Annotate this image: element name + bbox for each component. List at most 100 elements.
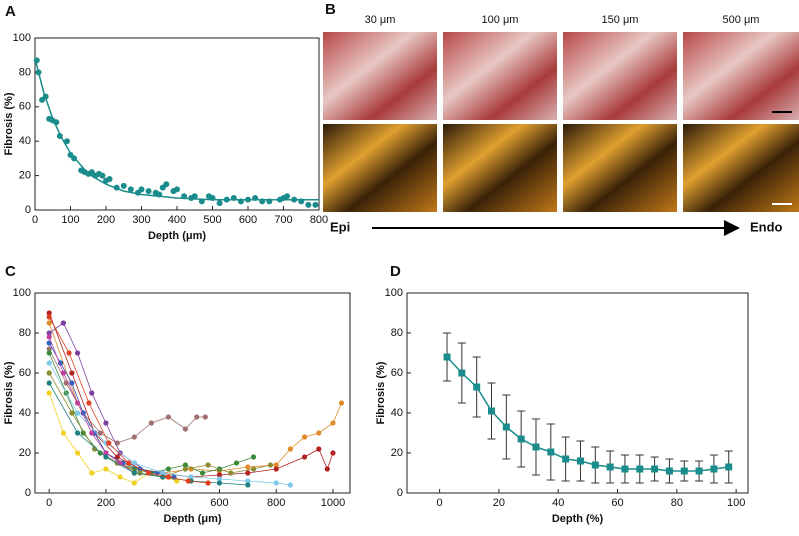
marker — [131, 470, 137, 476]
micrograph — [683, 124, 799, 212]
x-tick-label: 200 — [97, 497, 115, 509]
marker — [165, 474, 171, 480]
plot-frame — [34, 37, 320, 211]
marker — [114, 454, 120, 460]
marker — [131, 460, 137, 466]
marker — [74, 410, 81, 416]
marker — [60, 430, 66, 436]
marker — [46, 346, 52, 352]
marker — [488, 407, 496, 415]
marker — [117, 474, 123, 480]
marker — [69, 380, 75, 386]
micrograph — [323, 32, 437, 120]
marker — [106, 176, 113, 183]
marker — [145, 470, 152, 476]
x-tick-label: 40 — [552, 497, 564, 509]
panel-label: D — [390, 263, 401, 280]
marker — [205, 462, 211, 468]
x-tick-label: 600 — [239, 214, 257, 226]
x-tick-label: 600 — [210, 497, 228, 509]
micrograph — [443, 124, 557, 212]
column-label: 100 μm — [482, 14, 519, 26]
y-tick-label: 0 — [25, 204, 31, 216]
marker — [86, 400, 92, 406]
marker — [245, 478, 251, 484]
marker — [46, 390, 52, 396]
marker — [174, 186, 180, 193]
axis-end: Endo — [750, 219, 783, 234]
x-tick-label: 200 — [97, 214, 115, 226]
marker — [473, 383, 481, 391]
marker — [284, 193, 291, 200]
series-line — [48, 348, 206, 444]
marker — [621, 465, 629, 473]
marker — [148, 420, 154, 426]
series-line — [48, 316, 209, 484]
x-tick-label: 0 — [32, 214, 38, 226]
y-tick-label: 20 — [19, 447, 31, 459]
column-label: 30 μm — [365, 14, 396, 26]
marker — [89, 390, 95, 396]
marker — [89, 470, 95, 476]
micrograph — [683, 32, 799, 120]
marker — [188, 474, 194, 480]
marker — [216, 200, 223, 207]
x-tick-label: 400 — [168, 214, 186, 226]
x-tick-label: 300 — [132, 214, 150, 226]
marker — [46, 334, 52, 340]
series-line — [48, 362, 291, 486]
marker — [138, 186, 145, 193]
marker — [665, 467, 673, 475]
marker — [273, 480, 279, 486]
x-tick-label: 700 — [274, 214, 292, 226]
x-tick-label: 500 — [203, 214, 221, 226]
marker — [103, 454, 109, 460]
marker — [273, 462, 279, 468]
y-tick-label: 40 — [391, 407, 403, 419]
marker — [46, 320, 52, 326]
x-tick-label: 20 — [493, 497, 505, 509]
marker — [532, 443, 540, 451]
marker — [131, 434, 137, 440]
marker — [330, 420, 336, 426]
marker — [33, 57, 40, 64]
marker — [205, 480, 211, 486]
marker — [182, 466, 189, 472]
y-tick-label: 20 — [19, 170, 31, 182]
marker — [74, 400, 81, 406]
marker — [46, 370, 52, 376]
marker — [301, 434, 308, 440]
marker — [636, 465, 644, 473]
marker — [202, 414, 208, 420]
series-line — [48, 312, 334, 478]
marker — [651, 465, 659, 473]
marker — [46, 360, 52, 366]
marker — [160, 470, 166, 476]
y-tick-label: 60 — [19, 101, 31, 113]
plot-frame — [406, 292, 749, 494]
marker — [174, 478, 180, 484]
marker — [216, 480, 223, 486]
panel-label: C — [5, 263, 16, 280]
marker — [66, 350, 72, 356]
marker — [591, 461, 599, 469]
x-tick-label: 100 — [61, 214, 79, 226]
marker — [103, 466, 109, 472]
y-tick-label: 60 — [19, 367, 31, 379]
panel-b-images — [323, 32, 799, 236]
marker — [182, 426, 189, 432]
marker — [191, 193, 198, 200]
plot-area — [443, 332, 733, 484]
y-tick-label: 20 — [391, 447, 403, 459]
marker — [91, 446, 98, 452]
marker — [131, 480, 137, 486]
plot-frame — [34, 292, 351, 494]
marker — [120, 182, 127, 189]
y-tick-label: 100 — [13, 287, 31, 299]
marker — [287, 482, 294, 488]
y-tick-label: 40 — [19, 407, 31, 419]
marker — [97, 430, 103, 436]
marker — [250, 466, 257, 472]
marker — [103, 420, 109, 426]
